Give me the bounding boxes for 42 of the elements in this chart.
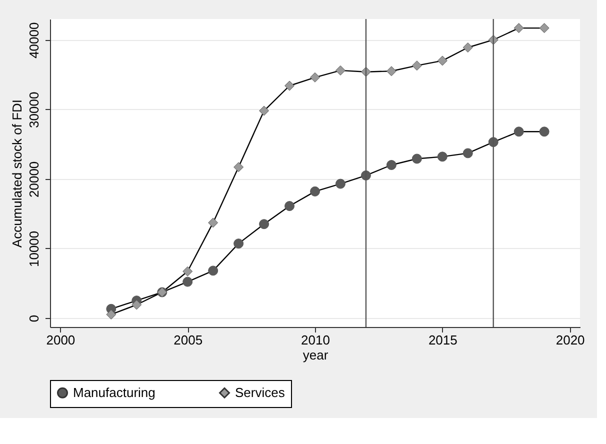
point	[514, 126, 524, 137]
point	[539, 23, 550, 34]
point	[234, 162, 244, 172]
point	[437, 152, 448, 162]
point	[259, 106, 270, 116]
point	[284, 80, 295, 91]
legend-label: Manufacturing	[73, 384, 156, 400]
point	[284, 201, 295, 212]
point	[234, 238, 244, 249]
point	[462, 148, 473, 158]
y-tick-label: 0	[26, 314, 42, 322]
point	[514, 23, 524, 34]
y-tick-label: 10000	[26, 230, 42, 268]
point	[412, 60, 422, 71]
point	[412, 154, 422, 164]
x-tick-label: 2015	[428, 332, 458, 348]
point	[310, 72, 320, 82]
point	[208, 266, 218, 276]
point	[437, 56, 448, 66]
point	[106, 309, 116, 320]
point	[132, 300, 142, 310]
y-tick-label: 30000	[26, 92, 42, 128]
x-axis-title: year	[302, 348, 329, 362]
point	[208, 218, 218, 228]
y-axis-title: Accumulated stock of FDI	[10, 99, 24, 248]
y-tick-label: 40000	[26, 22, 42, 58]
point	[182, 266, 193, 276]
point	[259, 219, 270, 230]
point	[182, 276, 193, 287]
point	[335, 65, 346, 76]
point	[335, 178, 346, 189]
y-tick-label: 20000	[26, 161, 42, 198]
x-tick-label: 2020	[556, 332, 585, 348]
point	[310, 186, 320, 196]
legend-label: Services	[235, 384, 286, 400]
point	[539, 126, 550, 137]
x-tick-label: 2010	[301, 332, 330, 348]
point	[462, 42, 473, 52]
x-tick-label: 2005	[174, 332, 203, 348]
point	[386, 66, 396, 76]
x-tick-label: 2000	[46, 332, 76, 348]
point	[386, 160, 396, 170]
